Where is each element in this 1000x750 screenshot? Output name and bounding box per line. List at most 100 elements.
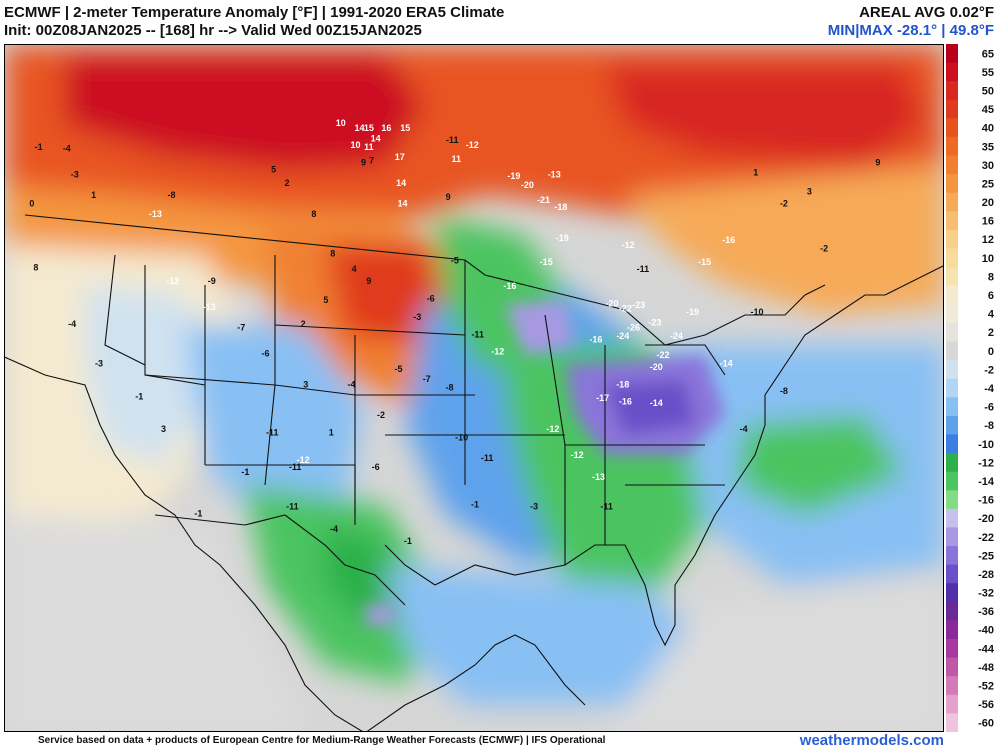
colorbar-tick-label: 35 — [982, 141, 994, 153]
anomaly-value-label: -11 — [637, 264, 650, 274]
anomaly-value-label: -8 — [167, 190, 175, 200]
anomaly-value-label: 2 — [301, 319, 306, 329]
colorbar-swatch — [946, 155, 958, 175]
colorbar-swatch — [946, 415, 958, 435]
colorbar-swatch — [946, 453, 958, 473]
colorbar-tick-label: -44 — [978, 643, 995, 655]
anomaly-value-label: -14 — [650, 398, 663, 408]
anomaly-value-label: -7 — [237, 323, 245, 333]
colorbar-legend: 65 55 50 45 40 35 30 25 20 16 12 10 8 6 4 2 0 -2 -4 -6 -8 -10… — [946, 44, 1000, 732]
anomaly-value-label: -1 — [35, 142, 43, 152]
anomaly-value-label: 5 — [271, 164, 276, 174]
anomaly-value-label: -12 — [491, 347, 504, 357]
anomaly-value-label: -11 — [600, 501, 613, 511]
anomaly-value-label: -19 — [507, 171, 520, 181]
anomaly-value-label: -11 — [286, 501, 299, 511]
anomaly-value-label: 10 — [336, 118, 346, 128]
colorbar-tick-label: 0 — [988, 346, 994, 358]
colorbar-tick-label: 55 — [982, 67, 994, 79]
colorbar-tick-labels: 65555045403530252016121086420-2-4-6-8-10… — [978, 48, 995, 729]
colorbar-tick-label: 40 — [982, 123, 994, 135]
anomaly-value-label: -18 — [616, 379, 629, 389]
anomaly-value-label: 8 — [311, 209, 316, 219]
land-borders — [5, 214, 943, 731]
anomaly-value-label: -6 — [372, 462, 380, 472]
anomaly-value-label: -15 — [540, 257, 553, 267]
anomaly-value-label: 17 — [395, 152, 405, 162]
anomaly-value-label: 1 — [91, 190, 96, 200]
anomaly-value-label: -14 — [720, 359, 733, 369]
colorbar-tick-label: -60 — [978, 718, 994, 730]
colorbar-canvas: 65555045403530252016121086420-2-4-6-8-10… — [946, 44, 995, 732]
colorbar-tick-label: 2 — [988, 327, 994, 339]
anomaly-value-label: -9 — [208, 276, 216, 286]
anomaly-value-label: -4 — [330, 524, 338, 534]
colorbar-tick-label: 6 — [988, 290, 994, 302]
anomaly-value-label: -23 — [632, 300, 645, 310]
colorbar-tick-label: -52 — [978, 681, 994, 693]
colorbar-tick-label: -56 — [978, 699, 994, 711]
anomaly-value-label: 11 — [364, 142, 374, 152]
anomaly-value-label: -4 — [68, 319, 76, 329]
anomaly-value-label: -2 — [377, 410, 385, 420]
colorbar-swatch — [946, 434, 958, 454]
anomaly-value-label: 9 — [366, 276, 371, 286]
anomaly-value-label: -23 — [648, 317, 661, 327]
anomaly-value-label: 14 — [354, 123, 364, 133]
colorbar-swatch — [946, 62, 958, 82]
anomaly-value-label: 14 — [371, 133, 381, 143]
colorbar-swatch — [946, 639, 958, 659]
anomaly-value-label: -8 — [780, 386, 788, 396]
colorbar-swatch — [946, 378, 958, 398]
colorbar-swatch — [946, 174, 958, 194]
anomaly-value-label: -16 — [619, 397, 632, 407]
colorbar-tick-label: -6 — [984, 402, 994, 414]
anomaly-value-label: 9 — [446, 192, 451, 202]
anomaly-value-label: -4 — [63, 144, 71, 154]
colorbar-swatch — [946, 508, 958, 528]
colorbar-swatch — [946, 229, 958, 250]
anomaly-value-label: 3 — [807, 187, 812, 197]
colorbar-swatch — [946, 360, 958, 380]
colorbar-swatch — [946, 676, 958, 696]
anomaly-value-label: -18 — [554, 202, 567, 212]
anomaly-value-label: -1 — [241, 467, 249, 477]
anomaly-value-label: -10 — [455, 433, 468, 443]
colorbar-tick-label: -2 — [984, 364, 994, 376]
colorbar-tick-label: -22 — [978, 532, 994, 544]
anomaly-value-label: 3 — [161, 424, 166, 434]
temperature-field — [5, 45, 943, 731]
anomaly-value-label: -20 — [521, 180, 534, 190]
anomaly-value-label: 9 — [875, 157, 880, 167]
colorbar-swatch — [946, 304, 958, 324]
anomaly-value-label: 1 — [753, 168, 758, 178]
anomaly-value-label: -11 — [289, 462, 302, 472]
anomaly-value-label: -3 — [71, 169, 79, 179]
colorbar-tick-label: 50 — [982, 85, 994, 97]
colorbar-swatch — [946, 136, 958, 157]
anomaly-value-label: 8 — [330, 249, 335, 259]
colorbar-tick-label: -14 — [978, 476, 995, 488]
anomaly-value-label: -24 — [616, 331, 629, 341]
site-link[interactable]: weathermodels.com — [799, 732, 944, 749]
colorbar-swatch — [946, 285, 958, 305]
anomaly-value-label: -1 — [135, 391, 143, 401]
colorbar-tick-label: -36 — [978, 606, 994, 618]
colorbar-tick-label: -12 — [978, 457, 994, 469]
anomaly-value-label: 7 — [369, 156, 374, 166]
anomaly-value-label: 14 — [397, 199, 407, 209]
colorbar-swatch — [946, 694, 958, 714]
anomaly-value-label: -11 — [481, 453, 494, 463]
colorbar-tick-label: -4 — [984, 383, 995, 395]
anomaly-value-label: 2 — [284, 178, 289, 188]
colorbar-tick-label: -16 — [978, 495, 994, 507]
colorbar-swatch — [946, 564, 958, 584]
anomaly-map[interactable]: 10 14 15 16 15 14 11 10 17 9 7 14 14 9 11 -11 -12 -19 -20-… — [4, 44, 944, 732]
colorbar-tick-label: -32 — [978, 588, 994, 600]
anomaly-value-label: -16 — [503, 281, 516, 291]
colorbar-swatch — [946, 81, 958, 101]
colorbar-tick-label: 30 — [982, 160, 994, 172]
anomaly-value-label: -11 — [266, 427, 279, 437]
colorbar-swatch — [946, 99, 958, 119]
